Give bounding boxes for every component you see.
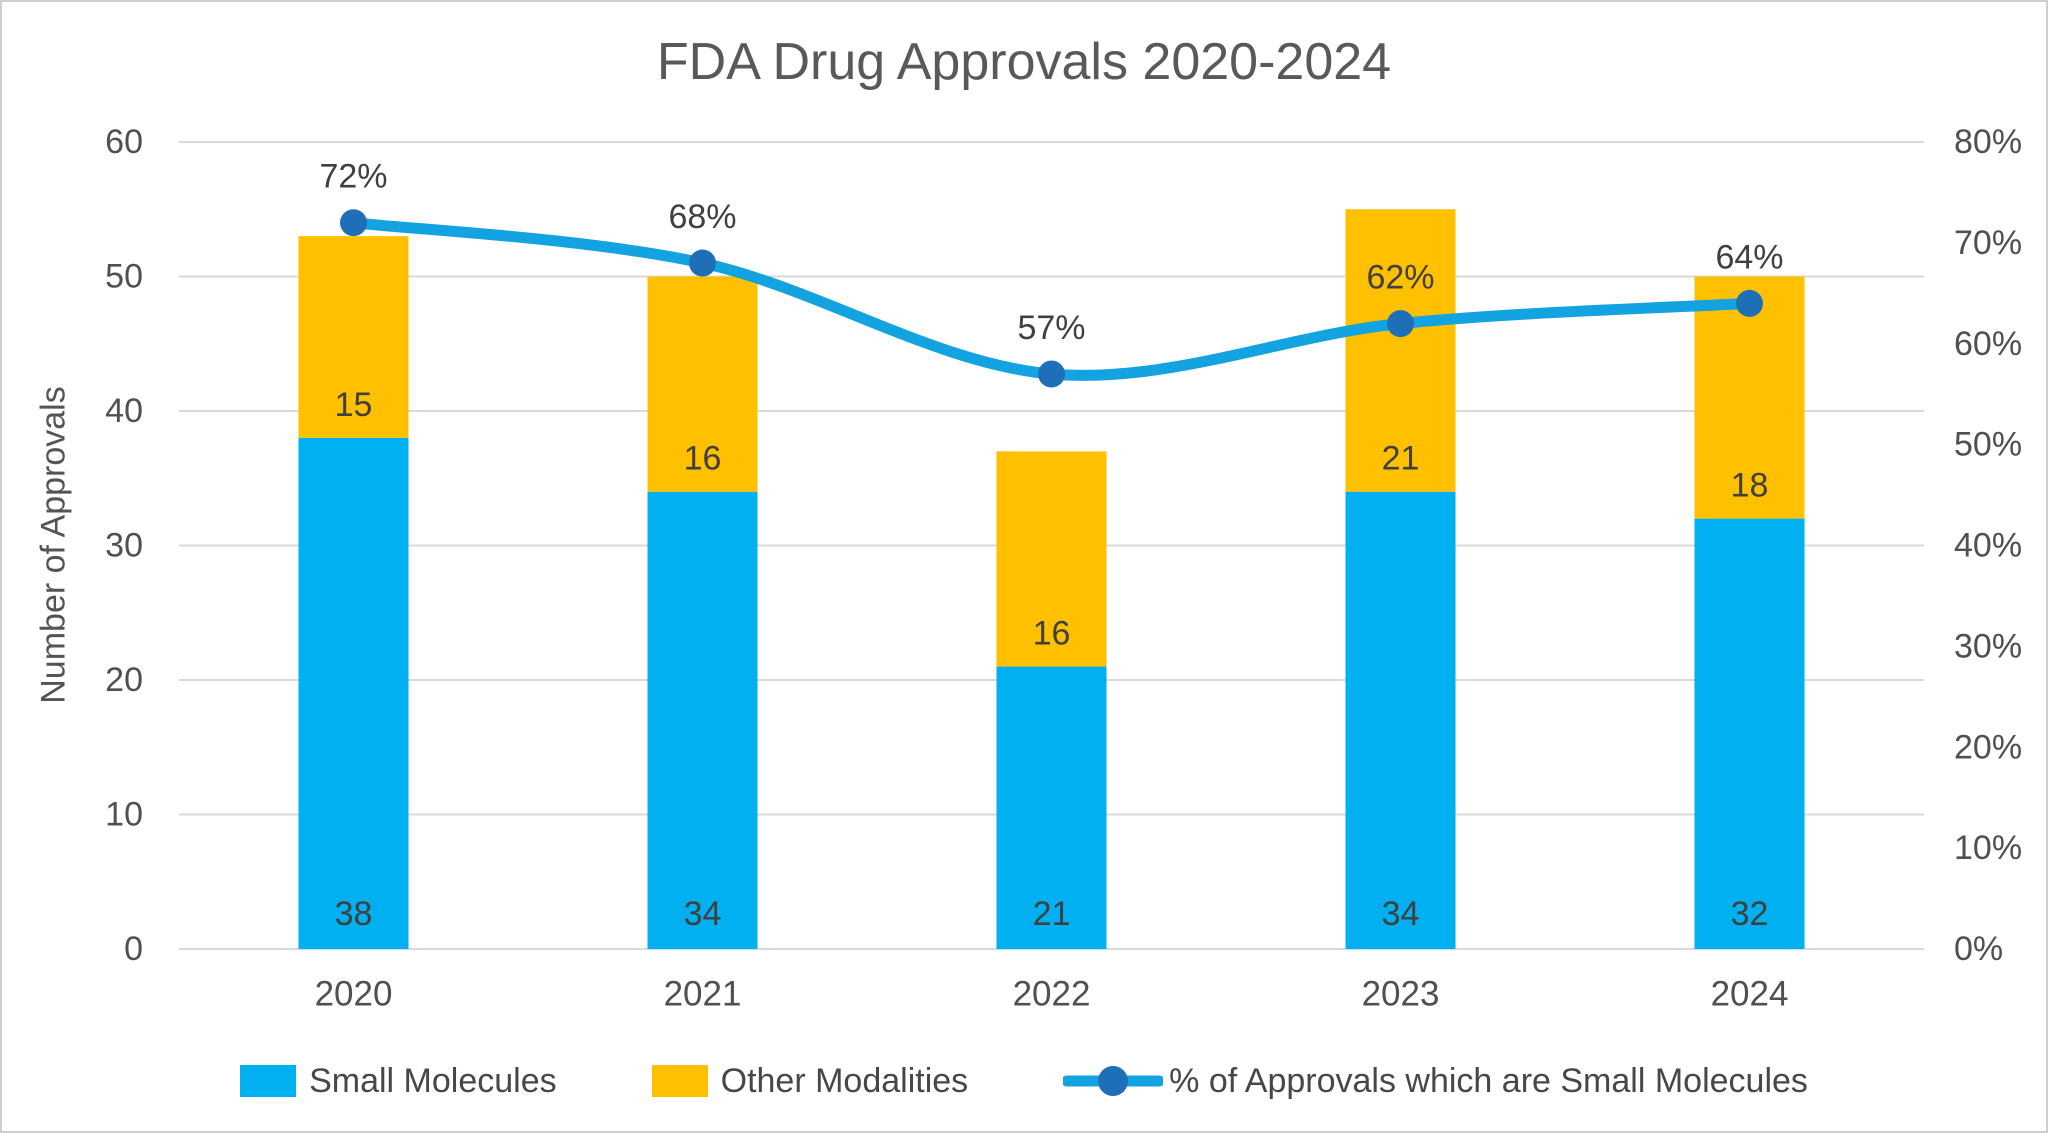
bar-value-label: 21 [1382,440,1420,478]
left-axis-tick: 60 [105,123,143,161]
left-axis-tick: 10 [105,796,143,834]
trend-line [348,217,1755,381]
left-axis-tick: 50 [105,258,143,296]
x-axis-tick: 2020 [315,975,393,1014]
left-axis-tick: 20 [105,661,143,699]
legend-item-pct-line: % of Approvals which are Small Molecules [1063,1061,1808,1101]
left-axis-tick: 40 [105,392,143,430]
bar-other-modalities-2020 [298,236,409,438]
x-axis-tick: 2021 [664,975,742,1014]
bar-value-label: 32 [1731,895,1769,933]
bar-small-molecules-2020 [298,437,409,949]
line-value-label: 64% [1715,238,1783,276]
bar-value-label: 16 [1033,615,1071,653]
legend-line-marker [1098,1066,1129,1096]
bar-value-label: 34 [1382,895,1420,933]
right-axis-tick: 40% [1954,527,2022,565]
line-value-label: 57% [1017,309,1085,347]
bar-other-modalities-2021 [647,276,758,492]
bar-value-label: 34 [684,895,722,933]
bar-small-molecules-2024 [1694,518,1805,949]
bar-small-molecules-2021 [647,491,758,949]
right-axis-tick: 10% [1954,829,2022,867]
legend-label-small-molecules: Small Molecules [309,1061,557,1100]
legend: Small Molecules Other Modalities % of Ap… [2,1061,2046,1101]
line-marker [1038,360,1065,388]
legend-item-other-modalities: Other Modalities [651,1061,969,1101]
legend-label-other-modalities: Other Modalities [720,1061,969,1100]
bar-small-molecules-2022 [996,666,1107,949]
right-axis-tick: 20% [1954,728,2022,766]
line-value-label: 68% [668,198,736,236]
bar-value-label: 15 [335,386,373,424]
bar-value-label: 21 [1033,895,1071,933]
left-axis-tick: 30 [105,527,143,565]
bar-value-label: 16 [684,440,722,478]
legend-swatch-small-molecules [240,1065,297,1097]
line-marker [689,249,716,277]
bar-small-molecules-2023 [1345,491,1456,949]
line-marker [1736,289,1763,317]
x-axis-tick: 2022 [1013,975,1091,1014]
line-value-label: 62% [1366,259,1434,297]
legend-item-small-molecules: Small Molecules [240,1062,557,1101]
legend-label-pct-line: % of Approvals which are Small Molecules [1169,1061,1808,1100]
left-axis-tick: 0 [124,930,143,968]
right-axis-tick: 80% [1954,123,2022,161]
y-axis-title: Number of Approvals [34,386,73,704]
right-axis-tick: 70% [1954,224,2022,262]
line-marker [340,209,367,237]
right-axis-tick: 0% [1954,930,2003,968]
line-value-label: 72% [319,158,387,196]
bar-value-label: 38 [335,895,373,933]
right-axis-tick: 50% [1954,426,2022,464]
x-axis-tick: 2023 [1362,975,1440,1014]
x-axis-tick: 2024 [1711,975,1789,1014]
bar-other-modalities-2023 [1345,209,1456,492]
right-axis-tick: 30% [1954,627,2022,665]
legend-swatch-other-modalities [651,1065,708,1097]
bar-other-modalities-2022 [996,451,1107,667]
chart-title: FDA Drug Approvals 2020-2024 [656,33,1392,91]
bar-value-label: 18 [1731,467,1769,505]
right-axis-tick: 60% [1954,325,2022,363]
line-marker [1387,310,1414,338]
legend-line-glyph-icon [1063,1066,1164,1096]
